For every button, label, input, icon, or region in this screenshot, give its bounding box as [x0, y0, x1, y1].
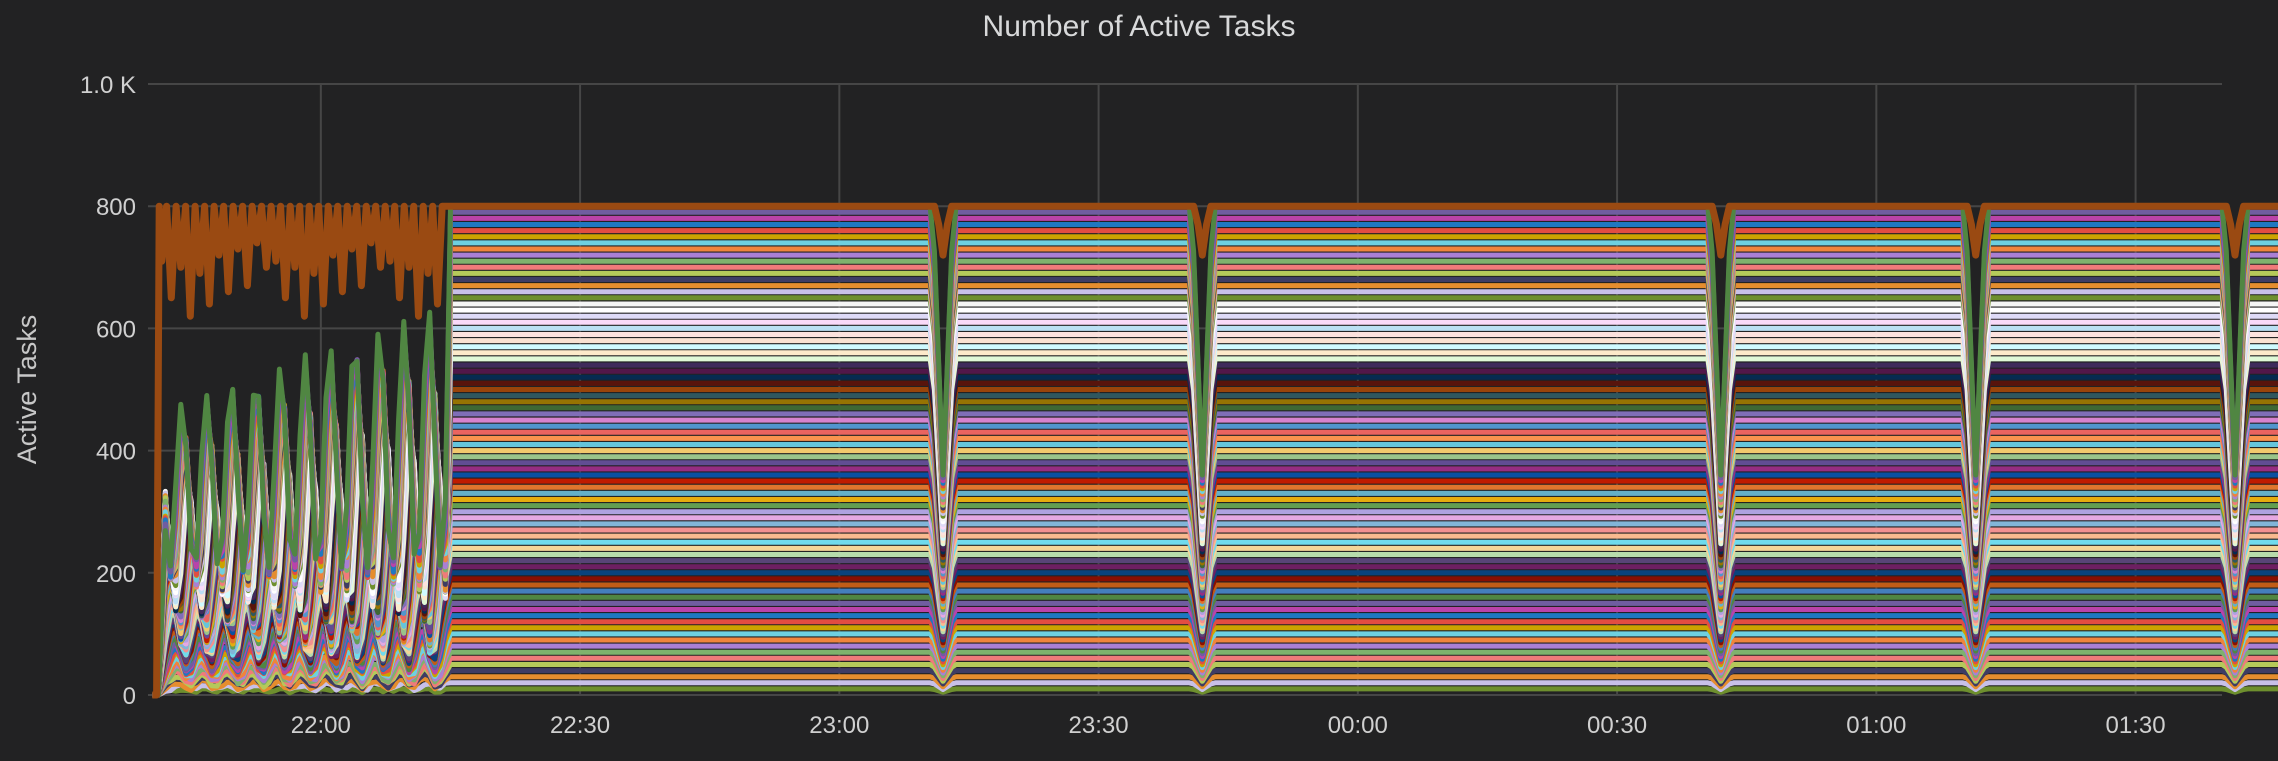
x-tick-label: 00:30	[1587, 712, 1647, 739]
series-line	[152, 368, 2278, 698]
series-line	[152, 509, 2278, 698]
y-tick-label: 800	[96, 194, 136, 221]
series-line	[152, 460, 2278, 698]
series-line	[152, 338, 2278, 698]
series-line	[152, 466, 2278, 698]
series-line	[152, 325, 2278, 698]
y-tick-label: 1.0 K	[80, 72, 136, 99]
series-line	[152, 283, 2278, 698]
series-line	[152, 289, 2278, 698]
series-line	[152, 594, 2278, 698]
series-line	[152, 344, 2278, 698]
x-tick-label: 01:30	[2106, 712, 2166, 739]
series-line	[152, 607, 2278, 698]
series-line	[152, 472, 2278, 698]
x-tick-label: 00:00	[1328, 712, 1388, 739]
series-line	[152, 405, 2278, 698]
series-line	[152, 215, 2278, 698]
series-line	[152, 674, 2278, 698]
series-line	[152, 222, 2278, 698]
series-line	[152, 619, 2278, 698]
series-line	[152, 240, 2278, 698]
series-line	[152, 313, 2278, 698]
series-line	[152, 270, 2278, 698]
series-line	[152, 484, 2278, 698]
series-line	[152, 552, 2278, 698]
series-line	[152, 655, 2278, 698]
series-line	[152, 454, 2278, 698]
series-line	[152, 600, 2278, 698]
series-line	[152, 631, 2278, 698]
series-line-top	[152, 202, 2278, 699]
series-line	[152, 374, 2278, 698]
series-line	[152, 429, 2278, 698]
series-line	[152, 252, 2278, 698]
series-line	[152, 515, 2278, 698]
series-line	[152, 417, 2278, 698]
chart-title: Number of Active Tasks	[982, 10, 1296, 43]
series-line	[152, 643, 2278, 698]
series-line	[152, 246, 2278, 698]
series-line	[152, 649, 2278, 698]
series-line	[152, 478, 2278, 698]
series-line	[152, 490, 2278, 698]
y-tick-label: 600	[96, 316, 136, 343]
series-line	[152, 301, 2278, 698]
series-line	[152, 209, 2278, 698]
y-tick-label: 0	[123, 683, 136, 710]
series-line	[152, 545, 2278, 698]
series-line	[152, 258, 2278, 698]
series-line	[152, 228, 2278, 698]
series-group	[152, 202, 2278, 699]
series-line	[152, 393, 2278, 698]
series-line	[152, 662, 2278, 698]
series-line	[152, 387, 2278, 698]
series-line	[152, 319, 2278, 698]
series-line	[152, 356, 2278, 698]
y-tick-label: 200	[96, 561, 136, 588]
series-line	[152, 564, 2278, 698]
series-line	[152, 411, 2278, 698]
x-tick-label: 23:00	[809, 712, 869, 739]
series-line	[152, 380, 2278, 698]
series-line	[152, 637, 2278, 698]
series-line	[152, 362, 2278, 698]
series-line	[152, 423, 2278, 698]
x-tick-label: 23:30	[1069, 712, 1129, 739]
series-line	[152, 448, 2278, 698]
series-line	[152, 307, 2278, 698]
series-line	[152, 503, 2278, 698]
x-tick-label: 22:00	[291, 712, 351, 739]
series-line	[152, 668, 2278, 698]
series-line	[152, 625, 2278, 698]
series-line	[152, 527, 2278, 698]
series-line	[152, 295, 2278, 698]
series-line	[152, 686, 2278, 698]
x-tick-label: 01:00	[1846, 712, 1906, 739]
series-line	[152, 332, 2278, 698]
series-line	[152, 399, 2278, 698]
series-line	[152, 435, 2278, 698]
series-line	[152, 558, 2278, 698]
series-line	[152, 234, 2278, 698]
series-line	[152, 570, 2278, 698]
series-line	[152, 533, 2278, 698]
series-line	[152, 521, 2278, 698]
y-tick-label: 400	[96, 439, 136, 466]
series-line	[152, 576, 2278, 698]
series-line	[152, 442, 2278, 698]
series-line	[152, 680, 2278, 698]
x-tick-label: 22:30	[550, 712, 610, 739]
series-line	[152, 588, 2278, 698]
series-line	[152, 350, 2278, 698]
y-axis-label: Active Tasks	[12, 315, 42, 465]
series-line	[152, 613, 2278, 698]
series-line	[152, 497, 2278, 698]
series-line	[152, 539, 2278, 698]
series-line	[152, 264, 2278, 698]
series-line	[152, 277, 2278, 698]
series-line	[152, 582, 2278, 698]
